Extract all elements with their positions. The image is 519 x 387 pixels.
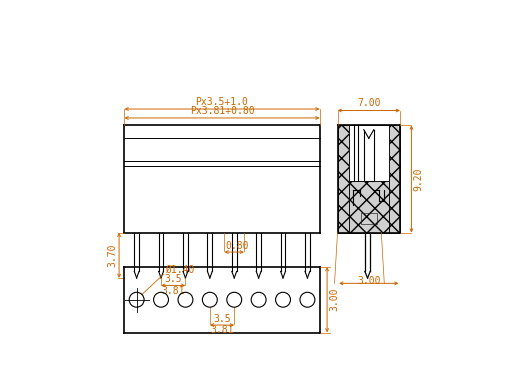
Text: 9.20: 9.20: [414, 167, 424, 191]
Text: 3.5: 3.5: [165, 274, 182, 284]
Text: 0.80: 0.80: [225, 241, 249, 250]
Text: Px3.5+1.0: Px3.5+1.0: [196, 97, 249, 107]
Bar: [337, 125, 349, 233]
Text: 3.81: 3.81: [210, 325, 234, 336]
Text: 3.70: 3.70: [107, 243, 118, 267]
Bar: [349, 125, 389, 181]
Text: 7.00: 7.00: [357, 98, 380, 108]
Bar: [361, 213, 377, 224]
Text: Ø1.40: Ø1.40: [165, 264, 194, 274]
Text: 3.5: 3.5: [213, 313, 231, 324]
Bar: [389, 125, 400, 233]
Text: 3.81: 3.81: [161, 286, 185, 296]
Text: 3.00: 3.00: [357, 276, 380, 286]
Text: Px3.81+0.80: Px3.81+0.80: [190, 106, 254, 116]
Text: 3.00: 3.00: [329, 288, 339, 312]
Bar: [349, 181, 389, 233]
